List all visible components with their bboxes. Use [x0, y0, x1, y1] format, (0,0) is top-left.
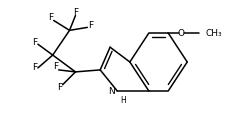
Text: O: O	[178, 29, 185, 38]
Text: H: H	[120, 96, 126, 105]
Text: F: F	[57, 83, 62, 92]
Text: F: F	[32, 63, 37, 72]
Text: F: F	[48, 13, 53, 22]
Text: F: F	[32, 38, 37, 47]
Text: F: F	[53, 62, 58, 71]
Text: F: F	[73, 8, 78, 17]
Text: CH₃: CH₃	[206, 29, 223, 38]
Text: N: N	[108, 87, 115, 96]
Text: F: F	[88, 21, 93, 30]
